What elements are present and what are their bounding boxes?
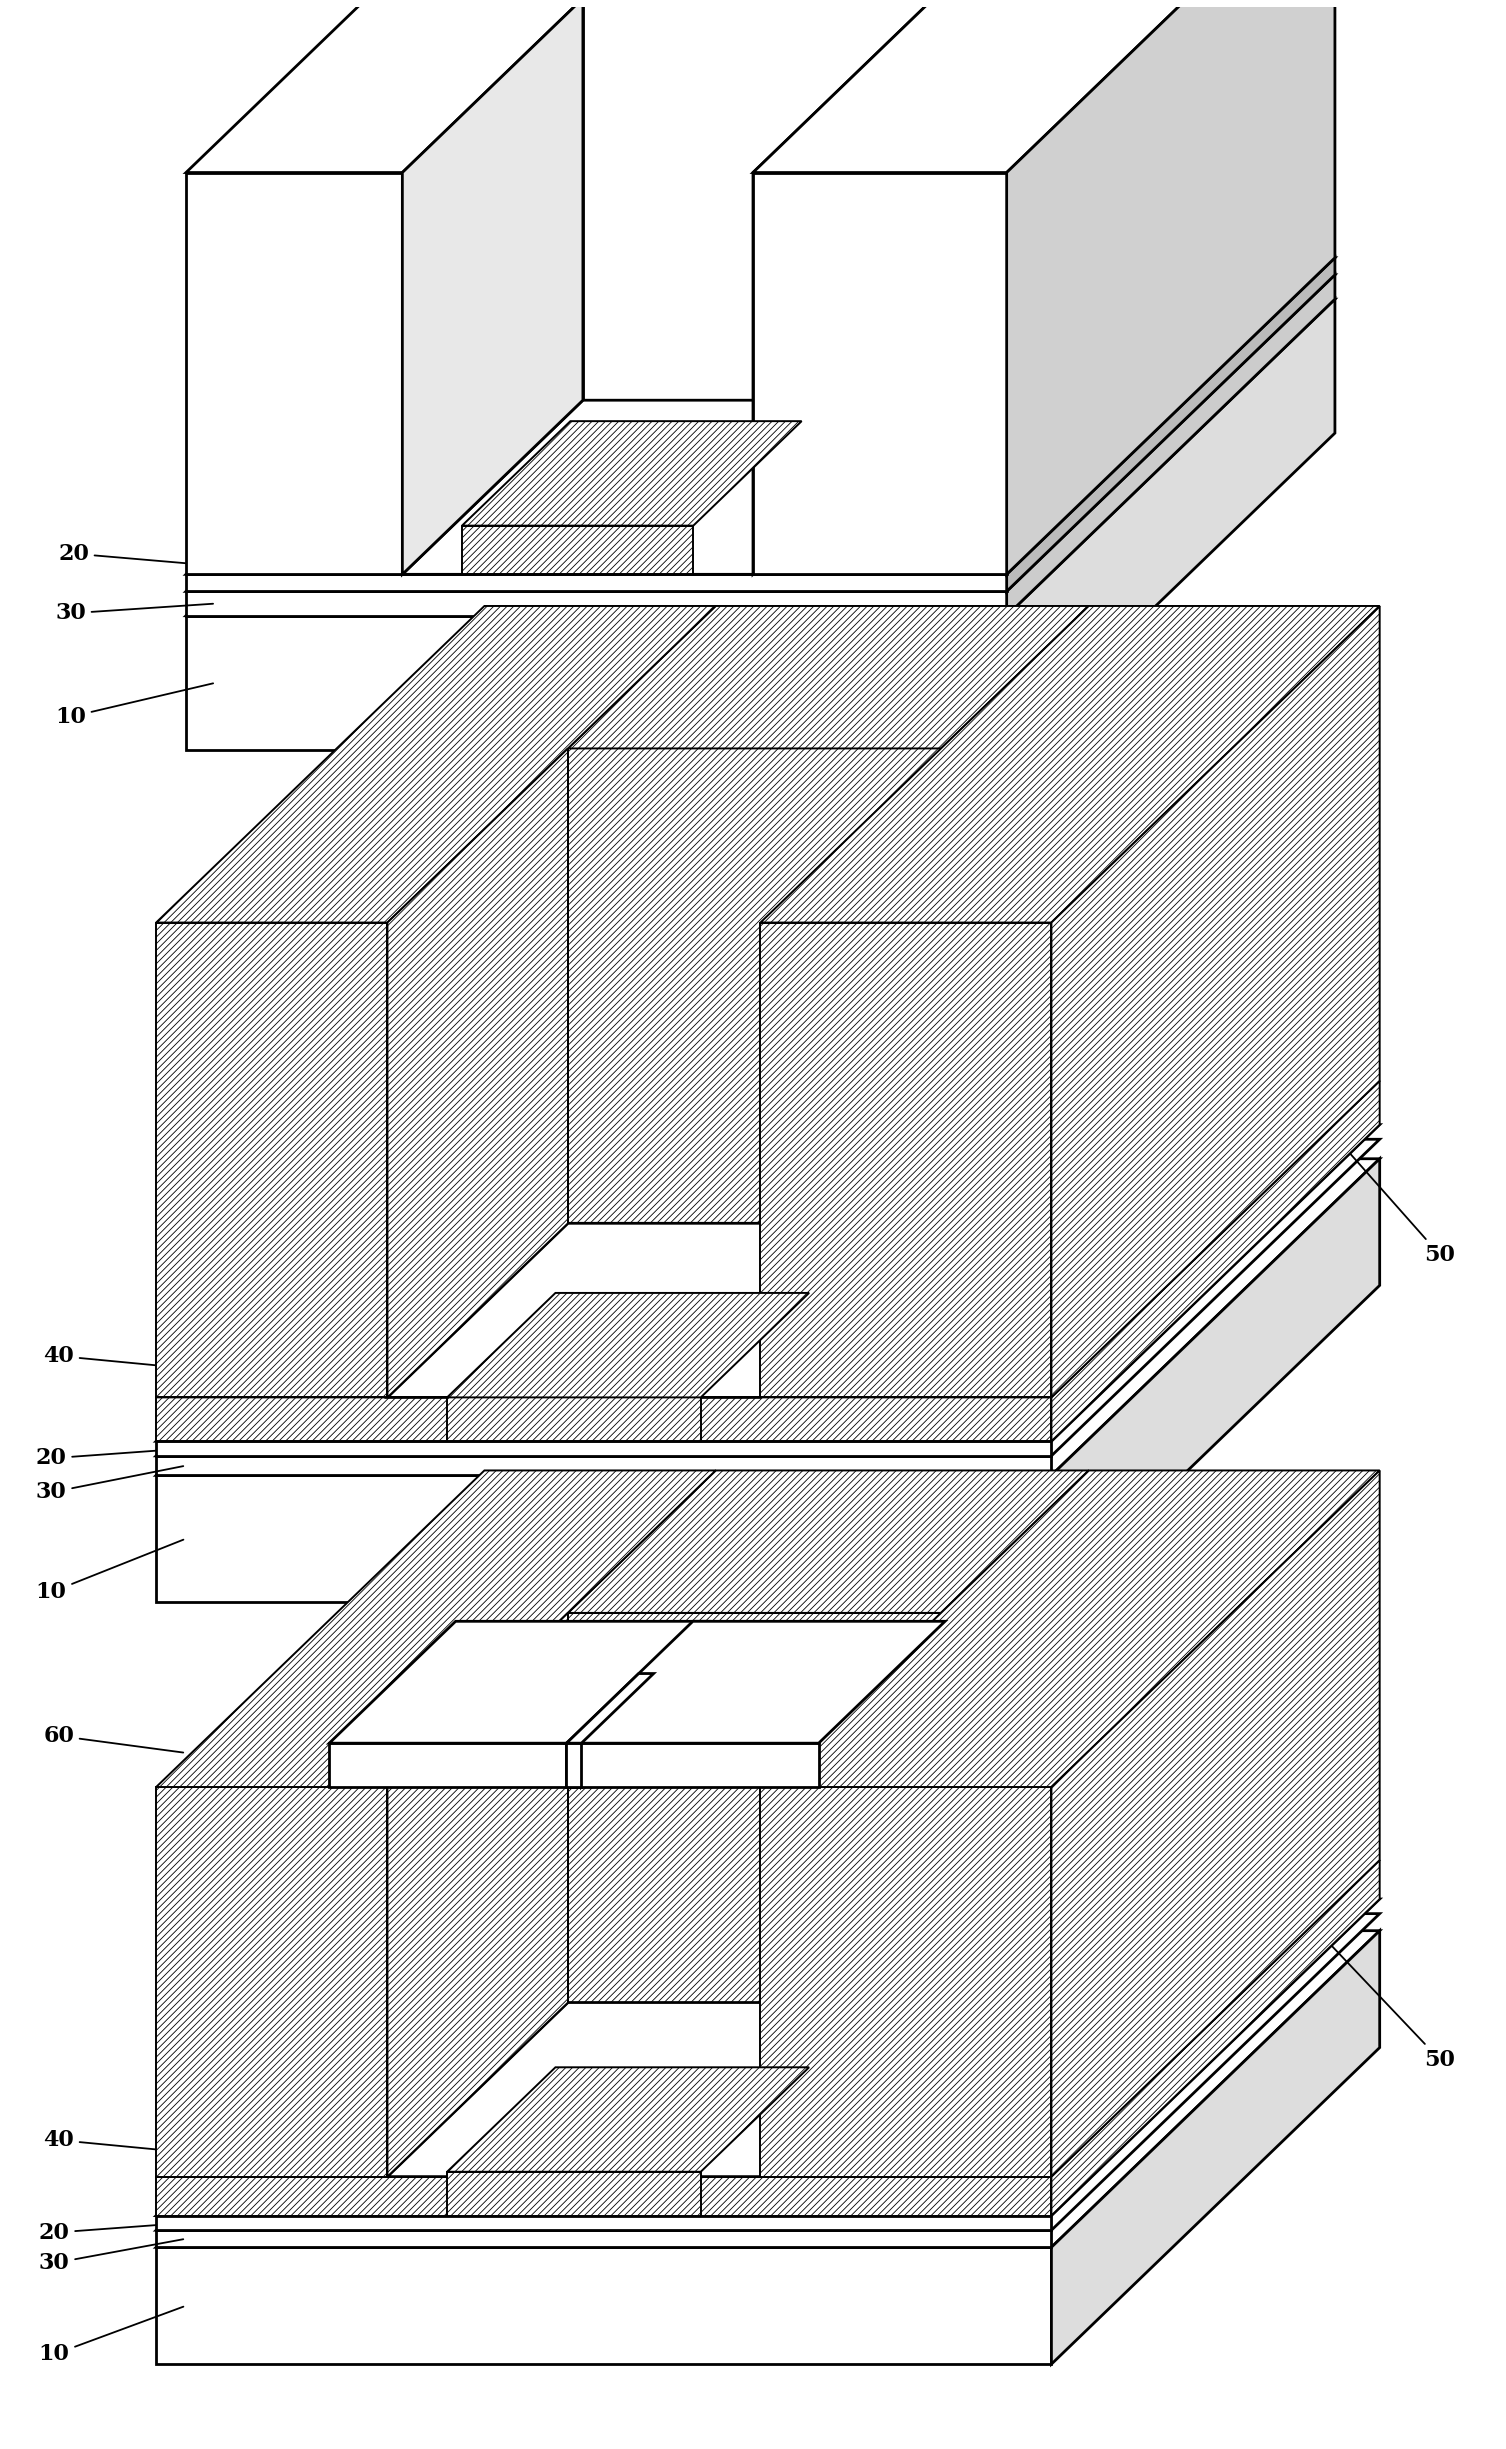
Polygon shape: [583, 0, 934, 399]
Text: 20: 20: [59, 544, 212, 566]
Polygon shape: [157, 1788, 387, 2177]
Polygon shape: [447, 1293, 809, 1398]
Polygon shape: [330, 1621, 708, 1744]
Polygon shape: [187, 171, 402, 576]
Polygon shape: [402, 399, 934, 576]
Text: 40: 40: [44, 2128, 184, 2153]
Polygon shape: [157, 1930, 1379, 2248]
Polygon shape: [761, 1614, 941, 2177]
Polygon shape: [187, 590, 1006, 615]
Text: 50: 50: [1217, 1825, 1455, 2072]
Polygon shape: [566, 1744, 581, 1788]
Polygon shape: [330, 1744, 581, 1788]
Text: 40: 40: [44, 1345, 184, 1369]
Polygon shape: [187, 615, 1006, 749]
Polygon shape: [447, 1398, 700, 1440]
Polygon shape: [1051, 1861, 1379, 2216]
Polygon shape: [568, 1469, 1089, 1614]
Polygon shape: [1006, 0, 1334, 576]
Polygon shape: [1006, 274, 1334, 615]
Polygon shape: [387, 749, 568, 1398]
Polygon shape: [187, 0, 730, 171]
Polygon shape: [761, 749, 941, 1398]
Polygon shape: [157, 1861, 1379, 2177]
Polygon shape: [447, 2172, 700, 2216]
Text: 10: 10: [56, 683, 214, 727]
Polygon shape: [157, 1455, 1051, 1474]
Polygon shape: [568, 1614, 941, 2003]
Polygon shape: [157, 1440, 1051, 1455]
Text: 10: 10: [39, 2307, 184, 2366]
Polygon shape: [187, 274, 1334, 590]
Polygon shape: [462, 527, 693, 576]
Text: 20: 20: [36, 1447, 184, 1469]
Polygon shape: [157, 1139, 1379, 1455]
Text: 50: 50: [1217, 1004, 1455, 1266]
Polygon shape: [157, 923, 387, 1398]
Polygon shape: [157, 1913, 1379, 2231]
Text: 20: 20: [39, 2221, 184, 2243]
Polygon shape: [753, 0, 1334, 171]
Polygon shape: [581, 1656, 672, 1788]
Polygon shape: [157, 1474, 1051, 1602]
Polygon shape: [157, 1398, 1051, 1440]
Polygon shape: [761, 1788, 1051, 2177]
Text: 30: 30: [39, 2238, 184, 2275]
Polygon shape: [157, 1158, 1379, 1474]
Polygon shape: [157, 2231, 1051, 2248]
Polygon shape: [157, 605, 715, 923]
Polygon shape: [566, 1744, 819, 1788]
Polygon shape: [1006, 299, 1334, 749]
Polygon shape: [157, 1080, 1379, 1398]
Polygon shape: [447, 2067, 809, 2172]
Polygon shape: [566, 1673, 654, 1744]
Polygon shape: [387, 1614, 568, 2177]
Polygon shape: [1051, 1080, 1379, 1440]
Text: [Fig. 6]: [Fig. 6]: [875, 1741, 989, 1768]
Text: [Fig. 4]: [Fig. 4]: [875, 78, 989, 105]
Text: [Fig. 5]: [Fig. 5]: [875, 894, 989, 921]
Text: 60: 60: [44, 1724, 184, 1753]
Polygon shape: [157, 1898, 1379, 2216]
Polygon shape: [187, 299, 1334, 615]
Polygon shape: [1051, 1158, 1379, 1602]
Polygon shape: [761, 923, 1051, 1398]
Polygon shape: [157, 2177, 1051, 2216]
Polygon shape: [566, 1621, 946, 1744]
Polygon shape: [761, 605, 1379, 923]
Polygon shape: [157, 1469, 715, 1788]
Text: 30: 30: [36, 1467, 184, 1504]
Polygon shape: [568, 749, 941, 1224]
Polygon shape: [1006, 257, 1334, 590]
Polygon shape: [157, 1124, 1379, 1440]
Polygon shape: [753, 171, 1006, 576]
Polygon shape: [157, 2248, 1051, 2363]
Text: 30: 30: [56, 602, 212, 624]
Text: 10: 10: [36, 1540, 184, 1604]
Polygon shape: [187, 257, 1334, 576]
Polygon shape: [157, 2216, 1051, 2231]
Polygon shape: [387, 1224, 941, 1398]
Polygon shape: [1051, 1469, 1379, 2177]
Polygon shape: [187, 576, 1006, 590]
Polygon shape: [1051, 1930, 1379, 2363]
Polygon shape: [387, 2003, 941, 2177]
Polygon shape: [568, 605, 1089, 749]
Polygon shape: [761, 1469, 1379, 1788]
Polygon shape: [1051, 605, 1379, 1398]
Polygon shape: [753, 0, 934, 576]
Polygon shape: [462, 421, 801, 527]
Polygon shape: [402, 0, 583, 576]
